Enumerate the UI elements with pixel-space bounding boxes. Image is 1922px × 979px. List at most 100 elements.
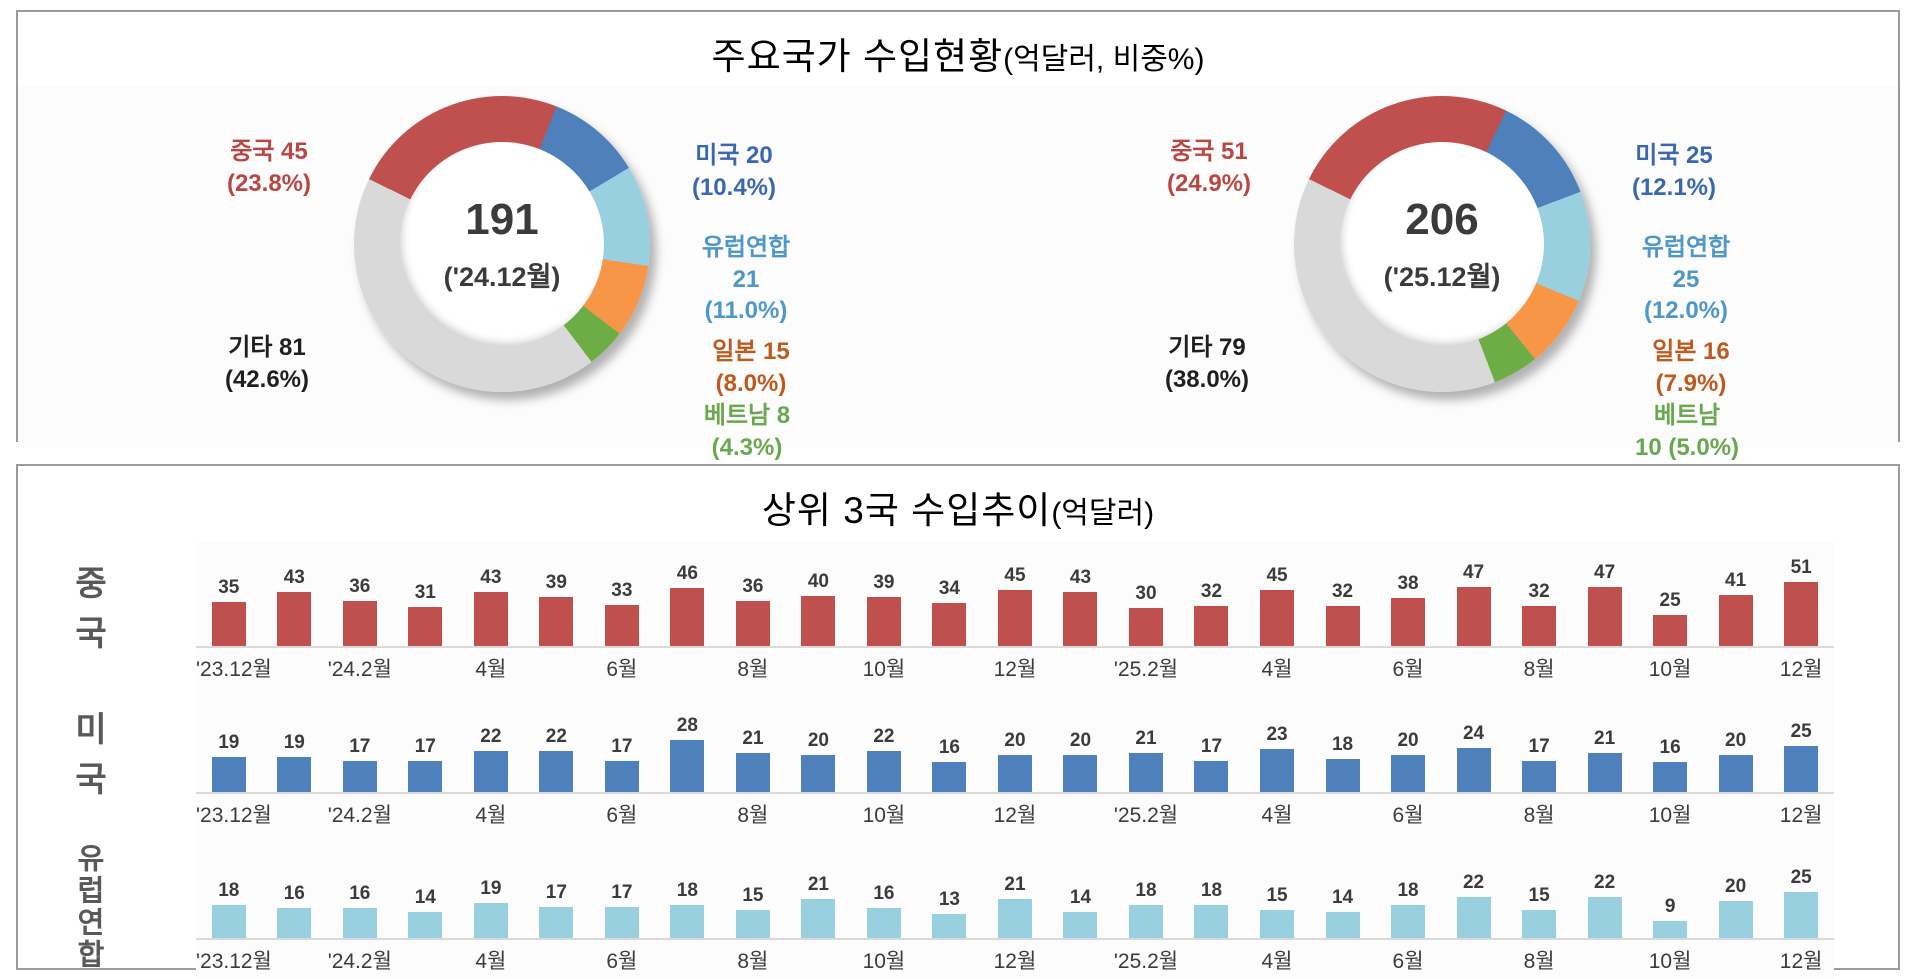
x-axis-tick-label: '23.12월 (196, 950, 272, 973)
segment-label-line: (38.0%) (1164, 365, 1250, 393)
segment-label-vietnam: 베트남 10 (5.0%) (1594, 400, 1780, 463)
bar-column: 18 (1113, 880, 1179, 938)
panel-import-title-text: 주요국가 수입현황 (711, 36, 1004, 77)
bar (342, 908, 377, 938)
segment-label-japan: 일본 16 (7.9%) (1608, 336, 1774, 399)
x-axis-tick-label: '24.2월 (327, 658, 392, 681)
x-axis-tick-label: 4월 (1261, 658, 1293, 681)
bar-column: 45 (1244, 565, 1310, 646)
bar-value-label: 25 (1790, 867, 1812, 888)
row-label-china: 중국 (42, 542, 134, 688)
x-axis-tick-label: 6월 (1392, 804, 1424, 827)
donut-period-label: ('25.12월) (1383, 261, 1501, 292)
bar (1718, 595, 1753, 646)
panel-import-title: 주요국가 수입현황(억달러, 비중%) (18, 26, 1898, 80)
bar (211, 905, 246, 938)
bar (473, 592, 508, 646)
bar (1653, 762, 1688, 792)
bar-value-label: 51 (1790, 557, 1812, 578)
segment-label-line: (11.0%) (704, 297, 788, 325)
bars-china: 35 43 36 31 43 39 33 46 36 40 39 34 45 43 30 32 45 32 38 47… (196, 542, 1834, 648)
bar-column: 18 (196, 880, 262, 938)
bar-column: 16 (917, 737, 983, 792)
x-axis-tick-label: 6월 (1392, 658, 1424, 681)
bar-value-label: 18 (1331, 734, 1354, 755)
bar-value-label: 20 (807, 730, 829, 751)
bars-eu: 18 16 16 14 19 17 17 18 15 21 16 13 21 14 18 18 15 14 18 22… (196, 834, 1834, 940)
bar-value-label: 32 (1528, 581, 1550, 602)
bar (1128, 753, 1163, 792)
x-axis-tick-label: 6월 (606, 950, 638, 973)
bar-value-label: 20 (1725, 730, 1747, 751)
bar-column: 15 (1244, 885, 1310, 938)
bar (866, 751, 901, 792)
trend-row-china: 중국 35 43 36 31 43 39 33 46 36 40 39 34 45 43 30 32 45 32 3… (18, 542, 1898, 688)
bar-column: 22 (1441, 872, 1507, 938)
bar (1587, 753, 1622, 792)
segment-label-line: (24.9%) (1166, 169, 1252, 197)
bar-column: 25 (1637, 590, 1703, 646)
bar-value-label: 30 (1135, 583, 1157, 604)
bar-column: 43 (1048, 567, 1114, 646)
bar-column: 16 (851, 883, 917, 938)
bar (670, 905, 705, 938)
donut-2512: 206 ('25.12월) (1294, 96, 1590, 392)
x-axis-tick-label: 10월 (1648, 658, 1692, 681)
segment-label-line: (8.0%) (715, 369, 787, 397)
bar-value-label: 18 (218, 880, 240, 901)
bar (670, 588, 705, 646)
bar-value-label: 13 (938, 889, 960, 910)
bar-column: 21 (1572, 728, 1638, 792)
x-axis-tick-label: 10월 (1648, 950, 1692, 973)
x-axis-tick-label: '25.2월 (1113, 658, 1179, 681)
x-axis-tick-label: 12월 (993, 658, 1037, 681)
bar (670, 740, 705, 792)
bar-value-label: 21 (1594, 728, 1616, 749)
x-axis-tick-label: 10월 (862, 804, 906, 827)
segment-label-line: 일본 15 (712, 338, 790, 365)
bar-column: 16 (262, 883, 328, 938)
x-axis-usa: '23.12월 '24.2월 4월 6월 8월 10월 12월 '25.2월 4월 6월 8월 10월… (196, 794, 1834, 834)
bar (932, 762, 967, 792)
x-axis-china: '23.12월 '24.2월 4월 6월 8월 10월 12월 '25.2월 4월 6월 8월 10월… (196, 648, 1834, 688)
bar-value-label: 25 (1659, 590, 1681, 611)
bar (997, 899, 1032, 938)
bar-column: 25 (1768, 867, 1834, 938)
bar-value-label: 16 (1659, 737, 1681, 758)
bar (866, 597, 901, 646)
bar-value-label: 18 (1397, 880, 1419, 901)
bar-plot-china: 35 43 36 31 43 39 33 46 36 40 39 34 45 43 30 32 45 32 38 47… (196, 542, 1834, 688)
bar (1063, 912, 1098, 938)
bar (408, 607, 443, 646)
bar (1128, 905, 1163, 938)
bar-column: 20 (786, 730, 852, 792)
x-axis-tick-label: 4월 (1261, 804, 1293, 827)
bar-column: 21 (1113, 728, 1179, 792)
bar-value-label: 20 (1397, 730, 1419, 751)
x-axis-tick-label: 12월 (993, 804, 1037, 827)
bar-column: 17 (1179, 736, 1245, 792)
bar-value-label: 45 (1266, 565, 1288, 586)
donut-center-2512: 206 ('25.12월) (1340, 142, 1544, 346)
bar-value-label: 17 (414, 736, 436, 757)
bar-column: 20 (1375, 730, 1441, 792)
donut-period-label: ('24.12월) (443, 261, 561, 292)
bar-column: 21 (786, 874, 852, 938)
bar (1260, 590, 1294, 646)
bar-value-label: 17 (1200, 736, 1223, 757)
bar (1391, 755, 1426, 792)
bar-value-label: 19 (218, 732, 240, 753)
bar-column: 22 (851, 726, 917, 792)
bar-column: 34 (917, 578, 983, 646)
bar (277, 908, 312, 938)
segment-label-line: (23.8%) (226, 169, 312, 197)
bar (1391, 598, 1426, 646)
bar-value-label: 35 (218, 577, 240, 598)
donut-area: 191 ('24.12월) 중국 45 (23.8%) 미국 20 (10.4%… (18, 86, 1898, 461)
donut-center-2412: 191 ('24.12월) (400, 142, 604, 346)
bar-value-label: 36 (742, 576, 764, 597)
segment-label-line: 21 (732, 265, 760, 293)
x-axis-tick-label: 8월 (1523, 804, 1555, 827)
x-axis-tick-label: 4월 (475, 658, 507, 681)
